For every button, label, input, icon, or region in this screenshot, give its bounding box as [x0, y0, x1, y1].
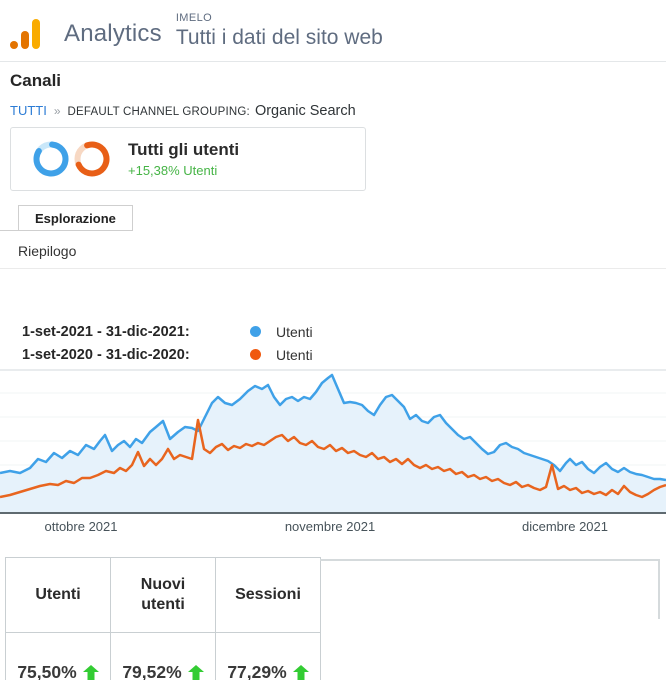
metric-value-text: 79,52% [122, 662, 182, 680]
svg-text:ottobre 2021: ottobre 2021 [44, 519, 117, 534]
breadcrumb: TUTTI » DEFAULT CHANNEL GROUPING: Organi… [10, 103, 656, 119]
subnav: Riepilogo [0, 231, 666, 269]
segment-delta: +15,38% Utenti [128, 163, 218, 178]
legend-series-label: Utenti [276, 323, 313, 340]
legend-row: 1-set-2020 - 31-dic-2020: Utenti [22, 346, 666, 363]
summary-value-utenti: 75,50% [5, 632, 111, 680]
ga-logo-mid-bar [21, 30, 29, 49]
summary-empty-area [320, 559, 660, 619]
up-arrow-icon [82, 665, 99, 680]
summary-header-nuovi-utenti: Nuovi utenti [110, 557, 216, 633]
summary-header-sessioni: Sessioni [215, 557, 321, 633]
summary-header-utenti: Utenti [5, 557, 111, 633]
property-selector[interactable]: IMELO Tutti i dati del sito web [176, 12, 383, 49]
subnav-item-riepilogo[interactable]: Riepilogo [18, 243, 77, 259]
summary-value-sessioni: 77,29% [215, 632, 321, 680]
page-title: Canali [10, 71, 62, 90]
property-name: Tutti i dati del sito web [175, 26, 383, 49]
breadcrumb-dimension-label: DEFAULT CHANNEL GROUPING: [67, 106, 250, 118]
legend-date-range: 1-set-2020 - 31-dic-2020: [22, 346, 190, 363]
brand-name: Analytics [64, 19, 162, 47]
breadcrumb-dimension-value: Organic Search [254, 103, 356, 119]
summary-table: Utenti Nuovi utenti Sessioni 75,50% 79,5… [5, 557, 666, 680]
chart-legend: 1-set-2021 - 31-dic-2021: Utenti 1-set-2… [22, 323, 666, 363]
current-period-line [0, 373, 666, 482]
breadcrumb-all-link[interactable]: TUTTI [10, 103, 47, 118]
previous-period-line [0, 418, 666, 499]
x-axis-labels: ottobre 2021 novembre 2021 dicembre 2021 [44, 519, 608, 534]
up-arrow-icon [292, 665, 309, 680]
legend-row: 1-set-2021 - 31-dic-2021: Utenti [22, 323, 666, 340]
svg-text:novembre 2021: novembre 2021 [285, 519, 375, 534]
analytics-logo-icon [10, 15, 46, 51]
traffic-chart[interactable]: ottobre 2021 novembre 2021 dicembre 2021 [0, 369, 666, 542]
legend-date-range: 1-set-2021 - 31-dic-2021: [22, 323, 190, 340]
ga-logo-dot [10, 40, 18, 49]
metric-value-text: 77,29% [227, 662, 287, 680]
segment-donuts [33, 141, 110, 177]
app-header: Analytics IMELO Tutti i dati del sito we… [0, 0, 666, 62]
ga-logo-tall-bar [32, 18, 40, 49]
up-arrow-icon [187, 665, 204, 680]
svg-text:dicembre 2021: dicembre 2021 [522, 519, 608, 534]
all-users-segment-card[interactable]: Tutti gli utenti +15,38% Utenti [10, 127, 366, 191]
legend-dot [250, 349, 261, 360]
tab-esplorazione[interactable]: Esplorazione [18, 205, 133, 231]
tab-bar: Esplorazione [0, 205, 666, 231]
donut-ring [74, 141, 110, 177]
metric-value-text: 75,50% [17, 662, 77, 680]
segment-title: Tutti gli utenti [128, 140, 240, 159]
current-period-area [0, 375, 666, 512]
donut-ring [33, 141, 69, 177]
account-name: IMELO [175, 11, 213, 24]
legend-series-label: Utenti [276, 346, 313, 363]
summary-value-nuovi-utenti: 79,52% [110, 632, 216, 680]
legend-dot [250, 326, 261, 337]
breadcrumb-separator: » [53, 104, 61, 118]
